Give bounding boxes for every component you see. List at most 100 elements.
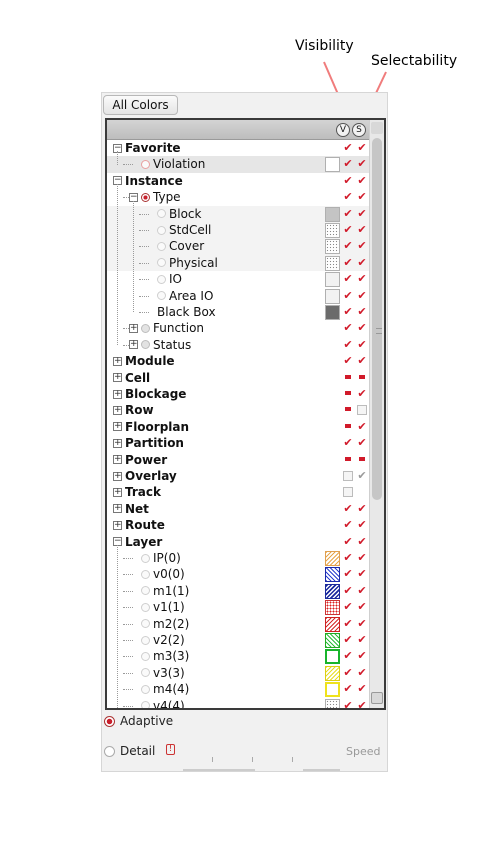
tree-row[interactable]: v4(4) ✔ ✔ [107, 698, 369, 708]
selectability-checkbox[interactable]: ✔ [357, 682, 367, 696]
visibility-checkbox[interactable]: ✔ [343, 157, 353, 171]
selectability-checkbox[interactable]: ✔ [357, 272, 367, 286]
selectability-checkbox[interactable]: ✔ [357, 583, 367, 597]
selectability-checkbox[interactable]: ✔ [357, 337, 367, 351]
visibility-checkbox[interactable]: ✔ [343, 501, 353, 515]
expand-icon[interactable]: + [113, 454, 122, 465]
color-swatch[interactable] [325, 682, 340, 698]
tree-row[interactable]: Black Box ✔ ✔ [107, 304, 369, 320]
visibility-checkbox[interactable]: ✔ [343, 190, 353, 204]
expand-icon[interactable]: + [113, 355, 122, 366]
selectability-checkbox[interactable]: ✔ [357, 354, 367, 368]
expand-icon[interactable]: + [113, 372, 122, 383]
speed-slider-track[interactable] [183, 769, 255, 771]
expand-icon[interactable]: + [113, 470, 122, 481]
selectability-header-button[interactable]: S [352, 123, 366, 137]
selectability-checkbox[interactable]: ✔ [357, 649, 367, 663]
tree-row[interactable]: m2(2) ✔ ✔ [107, 616, 369, 632]
expand-icon[interactable]: + [113, 486, 122, 497]
selectability-checkbox[interactable]: ✔ [357, 255, 367, 269]
vertical-scrollbar[interactable] [369, 120, 384, 708]
tree-row[interactable]: + Function ✔ ✔ [107, 320, 369, 336]
tree-row[interactable]: Block ✔ ✔ [107, 205, 369, 222]
expand-icon[interactable]: + [129, 339, 138, 350]
visibility-checkbox[interactable]: ✔ [343, 682, 353, 696]
detail-radio[interactable] [104, 746, 115, 757]
layer-radio-icon[interactable] [141, 668, 150, 678]
layer-radio-icon[interactable] [141, 159, 150, 169]
tree-row[interactable]: + Floorplan ✔ [107, 419, 369, 435]
layer-radio-icon[interactable] [141, 192, 150, 202]
selectability-checkbox[interactable]: ✔ [357, 190, 367, 204]
visibility-checkbox[interactable]: ✔ [343, 337, 353, 351]
selectability-checkbox[interactable]: ✔ [357, 321, 367, 335]
tree-row[interactable]: − Type ✔ ✔ [107, 189, 369, 205]
selectability-checkbox[interactable]: ✔ [357, 551, 367, 564]
visibility-checkbox[interactable] [343, 471, 353, 481]
layer-radio-icon[interactable] [141, 602, 150, 612]
color-swatch[interactable] [325, 255, 340, 271]
color-swatch[interactable] [325, 567, 340, 583]
visibility-checkbox[interactable]: ✔ [343, 272, 353, 286]
selectability-checkbox[interactable]: ✔ [357, 288, 367, 302]
layer-radio-icon[interactable] [141, 651, 150, 661]
visibility-checkbox[interactable]: ✔ [343, 305, 353, 318]
color-swatch[interactable] [325, 206, 340, 222]
visibility-checkbox[interactable]: ✔ [343, 649, 353, 663]
color-swatch[interactable] [325, 239, 340, 255]
selectability-checkbox[interactable]: ✔ [357, 600, 367, 614]
color-swatch[interactable] [325, 649, 340, 665]
selectability-checkbox[interactable]: ✔ [357, 239, 367, 253]
tree-row[interactable]: + Overlay ✔ [107, 468, 369, 484]
tree-row[interactable]: + Power [107, 452, 369, 468]
visibility-checkbox[interactable]: ✔ [343, 436, 353, 450]
visibility-checkbox[interactable]: ✔ [343, 173, 353, 187]
tree-row[interactable]: v2(2) ✔ ✔ [107, 632, 369, 648]
color-swatch[interactable] [325, 288, 340, 304]
color-swatch[interactable] [325, 583, 340, 599]
detail-speed-slider-handle-icon[interactable]: ! [166, 744, 175, 755]
tree-row[interactable]: + Cell [107, 370, 369, 386]
visibility-checkbox[interactable] [343, 372, 353, 383]
layer-radio-icon[interactable] [157, 291, 166, 301]
expand-icon[interactable]: + [129, 322, 138, 333]
visibility-checkbox[interactable]: ✔ [343, 321, 353, 335]
layer-radio-icon[interactable] [141, 340, 150, 350]
selectability-checkbox[interactable]: ✔ [357, 419, 367, 433]
visibility-checkbox[interactable]: ✔ [343, 567, 353, 581]
layer-radio-icon[interactable] [141, 323, 150, 333]
selectability-checkbox[interactable] [357, 372, 367, 383]
color-swatch[interactable] [325, 633, 340, 648]
layer-radio-icon[interactable] [157, 258, 166, 268]
visibility-checkbox[interactable] [343, 421, 353, 432]
color-swatch[interactable] [325, 616, 340, 632]
color-swatch[interactable] [325, 272, 340, 288]
tree-row[interactable]: + Module ✔ ✔ [107, 353, 369, 369]
selectability-checkbox[interactable]: ✔ [357, 665, 367, 679]
selectability-checkbox[interactable]: ✔ [357, 616, 367, 630]
speed-slider-track-end[interactable] [303, 769, 340, 771]
color-swatch[interactable] [325, 698, 340, 708]
selectability-checkbox[interactable] [357, 454, 367, 465]
tree-row[interactable]: v3(3) ✔ ✔ [107, 665, 369, 681]
visibility-checkbox[interactable]: ✔ [343, 288, 353, 302]
selectability-checkbox[interactable]: ✔ [357, 633, 367, 646]
tree-row[interactable]: − Favorite ✔ ✔ [107, 140, 369, 156]
scroll-down-arrow-icon[interactable] [371, 692, 383, 704]
selectability-checkbox[interactable]: ✔ [357, 469, 367, 482]
selectability-checkbox[interactable]: ✔ [357, 223, 367, 236]
tree-row[interactable]: m1(1) ✔ ✔ [107, 583, 369, 599]
tree-row[interactable]: − Instance ✔ ✔ [107, 173, 369, 189]
selectability-checkbox[interactable]: ✔ [357, 567, 367, 581]
tree-row[interactable]: + Status ✔ ✔ [107, 337, 369, 353]
visibility-checkbox[interactable]: ✔ [343, 616, 353, 630]
visibility-checkbox[interactable] [343, 405, 353, 416]
color-swatch[interactable] [325, 665, 340, 681]
all-colors-button[interactable]: All Colors [103, 95, 178, 115]
layer-radio-icon[interactable] [141, 619, 150, 629]
expand-icon[interactable]: + [113, 421, 122, 432]
visibility-checkbox[interactable]: ✔ [343, 665, 353, 679]
visibility-checkbox[interactable]: ✔ [343, 255, 353, 269]
layer-radio-icon[interactable] [141, 684, 150, 694]
selectability-checkbox[interactable]: ✔ [357, 518, 367, 532]
